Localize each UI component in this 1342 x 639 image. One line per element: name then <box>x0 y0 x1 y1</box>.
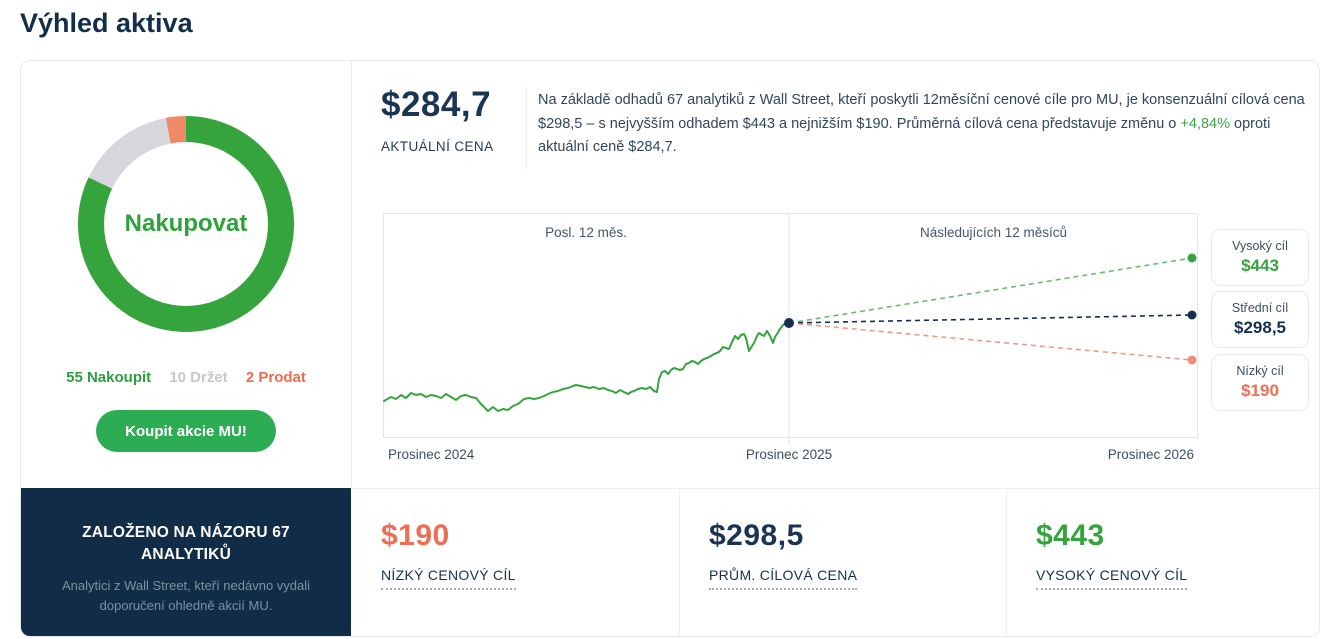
target-projection-line <box>788 257 1193 324</box>
low-target-value: $190 <box>1241 381 1279 400</box>
summary-text-after: oproti aktuální ceně $284,7. <box>538 115 1271 156</box>
high-target-card: Vysoký cíl $443 <box>1211 229 1309 286</box>
buy-stock-button[interactable]: Koupit akcie MU! <box>96 410 276 452</box>
low-price-target-label[interactable]: NÍZKÝ CENOVÝ CÍL <box>381 567 516 590</box>
x-axis-tick: Prosinec 2024 <box>388 447 475 462</box>
current-price-value: $284,7 <box>381 85 492 124</box>
summary-text-before: Na základě odhadů 67 analytiků z Wall St… <box>538 92 1305 132</box>
stats-divider <box>351 488 1319 489</box>
high-target-label: Vysoký cíl <box>1232 239 1288 253</box>
chart-border <box>383 213 1198 438</box>
high-target-value: $443 <box>1241 256 1279 275</box>
target-endpoint-dot <box>1187 310 1197 320</box>
recommendation-label: Nakupovat <box>124 210 248 237</box>
current-price-dot <box>784 318 794 328</box>
mid-target-label: Střední cíl <box>1231 301 1289 315</box>
low-price-target-value: $190 <box>381 519 450 552</box>
mid-target-card: Střední cíl $298,5 <box>1211 291 1309 348</box>
forecast-svg <box>383 213 1198 444</box>
high-price-target-value: $443 <box>1036 519 1105 552</box>
mid-target-value: $298,5 <box>1234 318 1286 337</box>
avg-price-target-stat: $298,5 PRŮM. CÍLOVÁ CENA <box>709 519 858 590</box>
avg-price-target-value: $298,5 <box>709 519 804 552</box>
price-line <box>383 322 790 412</box>
analysts-note-heading: ZALOŽENO NA NÁZORU 67 ANALYTIKŮ <box>82 524 290 563</box>
rating-legend-item: 10 Držet <box>169 369 228 386</box>
current-price-label: AKTUÁLNÍ CENA <box>381 139 494 154</box>
stats-column-divider <box>1006 488 1007 636</box>
recommendation-donut: Nakupovat <box>78 116 294 332</box>
summary-change-highlight: +4,84% <box>1180 115 1230 132</box>
target-endpoint-dot <box>1187 355 1197 365</box>
chart-period-left-label: Posl. 12 měs. <box>545 225 627 240</box>
low-target-card: Nízký cíl $190 <box>1211 354 1309 411</box>
target-endpoint-dot <box>1187 253 1197 263</box>
chart-period-right-label: Následujících 12 měsíců <box>919 225 1068 240</box>
low-target-label: Nízký cíl <box>1236 364 1284 378</box>
consensus-summary: Na základě odhadů 67 analytiků z Wall St… <box>538 89 1308 160</box>
low-price-target-stat: $190 NÍZKÝ CENOVÝ CÍL <box>381 519 516 590</box>
high-price-target-stat: $443 VYSOKÝ CENOVÝ CÍL <box>1036 519 1188 590</box>
panel-divider <box>351 61 352 488</box>
forecast-chart: Posl. 12 měs. Následujících 12 měsíců <box>383 213 1198 447</box>
outlook-card: Nakupovat 55 Nakoupit 10 Držet 2 Prodat … <box>20 60 1320 637</box>
price-summary-divider <box>526 87 527 169</box>
high-price-target-label[interactable]: VYSOKÝ CENOVÝ CÍL <box>1036 567 1188 590</box>
avg-price-target-label[interactable]: PRŮM. CÍLOVÁ CENA <box>709 567 858 590</box>
donut-hole: Nakupovat <box>104 142 268 306</box>
analysts-note-panel: ZALOŽENO NA NÁZORU 67 ANALYTIKŮ Analytic… <box>21 488 351 636</box>
rating-legend-item: 2 Prodat <box>245 369 306 386</box>
rating-legend: 55 Nakoupit 10 Držet 2 Prodat <box>21 369 351 386</box>
target-projection-line <box>788 322 1193 361</box>
stats-column-divider <box>679 488 680 636</box>
x-axis-tick: Prosinec 2025 <box>745 447 833 462</box>
page-title: Výhled aktiva <box>20 8 193 38</box>
x-axis-tick: Prosinec 2026 <box>1107 447 1194 462</box>
analysts-note-body: Analytici z Wall Street, kteří nedávno v… <box>61 578 311 613</box>
target-projection-line <box>788 314 1193 324</box>
rating-legend-item: 55 Nakoupit <box>66 369 152 386</box>
